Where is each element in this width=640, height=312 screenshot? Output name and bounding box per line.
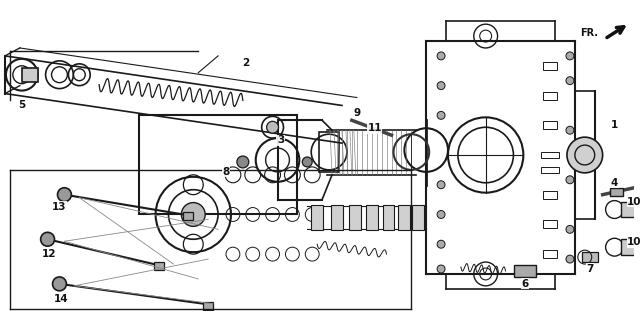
- Text: 10: 10: [627, 237, 640, 247]
- Bar: [365, 205, 378, 230]
- Circle shape: [437, 211, 445, 218]
- Circle shape: [437, 52, 445, 60]
- Bar: [319, 132, 339, 172]
- Bar: [349, 205, 361, 230]
- Bar: [399, 205, 410, 230]
- Bar: [203, 302, 213, 310]
- Circle shape: [566, 225, 574, 233]
- Circle shape: [52, 277, 67, 291]
- Bar: [331, 205, 343, 230]
- Bar: [543, 92, 557, 100]
- Text: 14: 14: [54, 294, 68, 304]
- Circle shape: [437, 111, 445, 119]
- Text: 5: 5: [18, 100, 26, 110]
- Bar: [582, 252, 598, 262]
- Bar: [139, 115, 298, 214]
- Bar: [541, 167, 559, 173]
- Bar: [621, 202, 637, 217]
- Text: 2: 2: [242, 58, 250, 68]
- Circle shape: [437, 181, 445, 189]
- Bar: [515, 265, 536, 277]
- Text: 12: 12: [42, 249, 57, 259]
- Bar: [184, 212, 193, 220]
- Circle shape: [267, 121, 278, 133]
- Circle shape: [302, 157, 312, 167]
- Bar: [543, 220, 557, 228]
- Circle shape: [40, 232, 54, 246]
- Circle shape: [566, 77, 574, 85]
- Circle shape: [237, 156, 249, 168]
- Bar: [541, 152, 559, 158]
- Text: 10: 10: [627, 197, 640, 207]
- Circle shape: [437, 265, 445, 273]
- Circle shape: [566, 176, 574, 184]
- Bar: [543, 250, 557, 258]
- Bar: [543, 191, 557, 199]
- Text: 6: 6: [522, 279, 529, 289]
- Text: 8: 8: [222, 167, 230, 177]
- Text: 4: 4: [611, 178, 618, 188]
- Circle shape: [566, 52, 574, 60]
- Circle shape: [437, 240, 445, 248]
- Text: 9: 9: [353, 108, 360, 118]
- Bar: [412, 205, 424, 230]
- Circle shape: [437, 82, 445, 90]
- Circle shape: [566, 126, 574, 134]
- Text: 3: 3: [277, 135, 284, 145]
- Bar: [543, 62, 557, 70]
- Text: 1: 1: [611, 120, 618, 130]
- Circle shape: [567, 137, 603, 173]
- Bar: [383, 205, 394, 230]
- Bar: [543, 121, 557, 129]
- Circle shape: [181, 202, 205, 227]
- Bar: [22, 68, 38, 82]
- Text: 13: 13: [52, 202, 67, 212]
- Bar: [621, 239, 637, 255]
- Text: 7: 7: [586, 264, 593, 274]
- Bar: [311, 205, 323, 230]
- Text: FR.: FR.: [580, 28, 598, 38]
- Circle shape: [58, 188, 72, 202]
- Bar: [154, 262, 164, 270]
- Text: 11: 11: [367, 123, 382, 133]
- Circle shape: [566, 255, 574, 263]
- Bar: [609, 188, 623, 196]
